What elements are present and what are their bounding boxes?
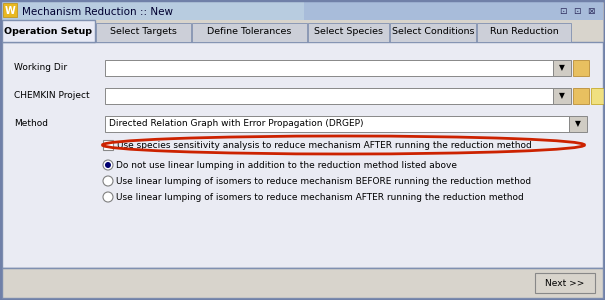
Text: Use species sensitivity analysis to reduce mechanism AFTER running the reduction: Use species sensitivity analysis to redu… bbox=[117, 140, 532, 149]
Text: Do not use linear lumping in addition to the reduction method listed above: Do not use linear lumping in addition to… bbox=[116, 160, 457, 169]
Bar bbox=[3, 3, 17, 17]
Text: Directed Relation Graph with Error Propagation (DRGEP): Directed Relation Graph with Error Propa… bbox=[109, 119, 364, 128]
Text: ⊡: ⊡ bbox=[574, 8, 581, 16]
Bar bbox=[2, 20, 95, 42]
Circle shape bbox=[103, 160, 113, 170]
Bar bbox=[573, 60, 589, 76]
Circle shape bbox=[103, 192, 113, 202]
Text: Working Dir: Working Dir bbox=[14, 64, 67, 73]
Text: CHEMKIN Project: CHEMKIN Project bbox=[14, 92, 90, 100]
Text: ⊡: ⊡ bbox=[559, 8, 567, 16]
Bar bbox=[535, 273, 595, 293]
Bar bbox=[390, 23, 476, 42]
Text: Use linear lumping of isomers to reduce mechanism AFTER running the reduction me: Use linear lumping of isomers to reduce … bbox=[116, 193, 524, 202]
Bar bbox=[573, 88, 589, 104]
Text: ▼: ▼ bbox=[575, 119, 581, 128]
Text: Mechanism Reduction :: New: Mechanism Reduction :: New bbox=[22, 7, 173, 17]
Bar bbox=[477, 23, 571, 42]
Text: ⊠: ⊠ bbox=[587, 8, 595, 16]
Text: Select Species: Select Species bbox=[313, 28, 382, 37]
Bar bbox=[2, 2, 603, 20]
Bar bbox=[553, 88, 571, 104]
Bar bbox=[2, 268, 603, 298]
Bar bbox=[105, 116, 569, 132]
Text: Run Reduction: Run Reduction bbox=[489, 28, 558, 37]
Bar bbox=[103, 140, 113, 150]
Bar bbox=[308, 23, 389, 42]
Text: W: W bbox=[5, 6, 15, 16]
Text: Define Tolerances: Define Tolerances bbox=[207, 28, 291, 37]
Bar bbox=[96, 23, 191, 42]
Text: Select Conditions: Select Conditions bbox=[392, 28, 474, 37]
Circle shape bbox=[103, 176, 113, 186]
Text: Method: Method bbox=[14, 119, 48, 128]
Text: ▼: ▼ bbox=[559, 92, 565, 100]
Bar bbox=[2, 42, 603, 268]
Bar bbox=[2, 2, 304, 20]
Text: Operation Setup: Operation Setup bbox=[4, 26, 92, 35]
Bar bbox=[2, 20, 603, 42]
Text: ▼: ▼ bbox=[559, 64, 565, 73]
Text: Use linear lumping of isomers to reduce mechanism BEFORE running the reduction m: Use linear lumping of isomers to reduce … bbox=[116, 176, 531, 185]
Bar bbox=[553, 60, 571, 76]
Bar bbox=[569, 116, 587, 132]
Bar bbox=[105, 88, 553, 104]
Bar bbox=[192, 23, 307, 42]
Bar bbox=[591, 88, 605, 104]
Bar bbox=[105, 60, 553, 76]
Text: Next >>: Next >> bbox=[545, 278, 584, 287]
Circle shape bbox=[105, 162, 111, 168]
Text: Select Targets: Select Targets bbox=[110, 28, 177, 37]
